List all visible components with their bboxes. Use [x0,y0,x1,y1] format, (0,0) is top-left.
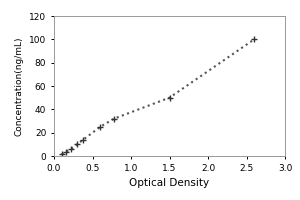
Y-axis label: Concentration(ng/mL): Concentration(ng/mL) [15,36,24,136]
X-axis label: Optical Density: Optical Density [129,178,210,188]
